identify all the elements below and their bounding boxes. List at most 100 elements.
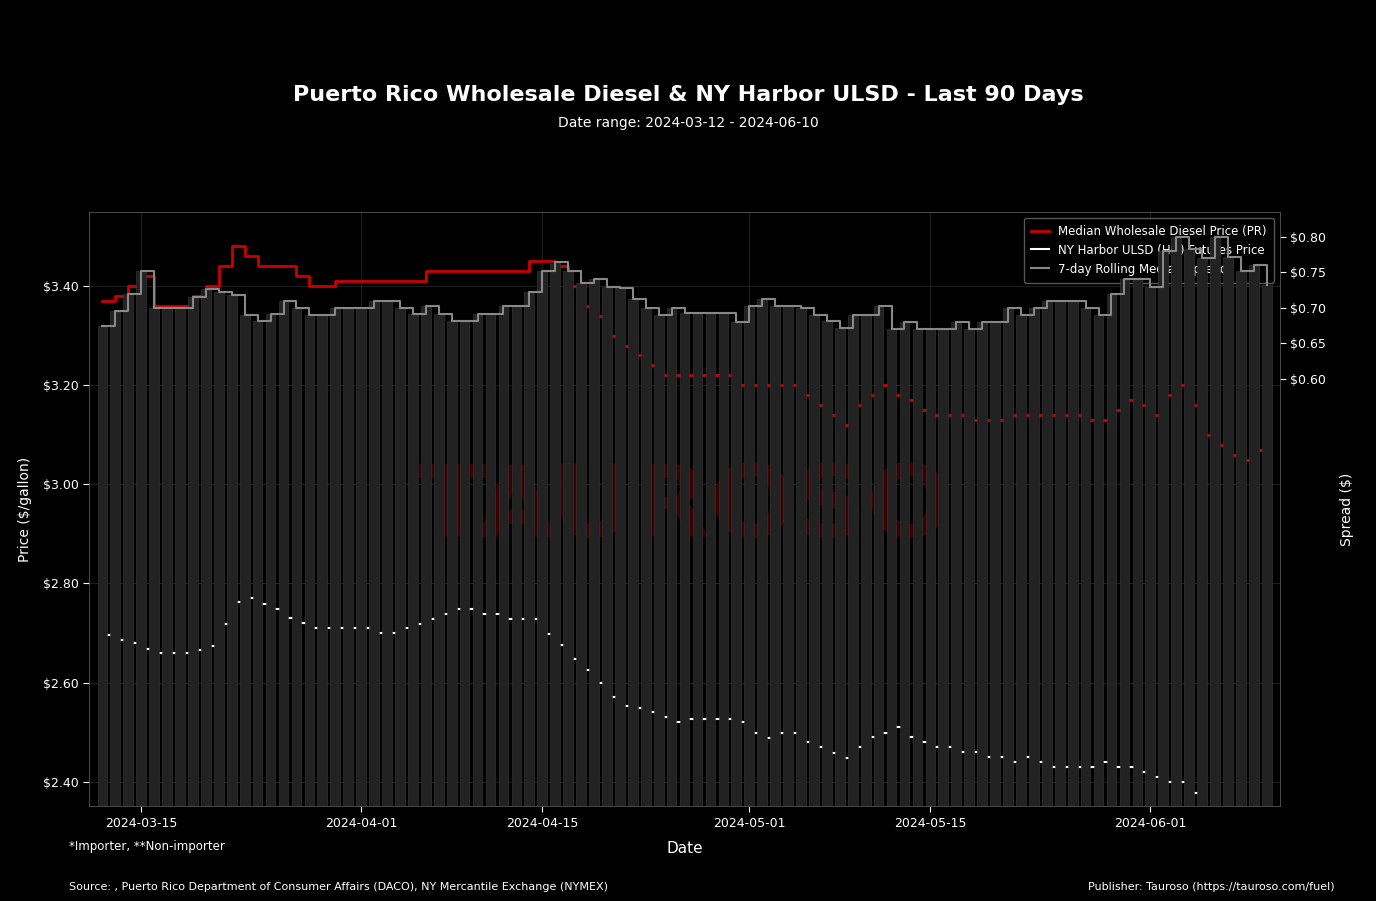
Bar — [835, 328, 845, 806]
Bar — [732, 323, 742, 806]
Bar — [189, 297, 198, 806]
Bar — [1223, 257, 1233, 806]
Bar — [486, 314, 495, 806]
Bar — [706, 313, 716, 806]
Bar — [783, 306, 793, 806]
Bar — [615, 288, 625, 806]
Bar — [330, 308, 340, 806]
Text: TAUROSO: TAUROSO — [417, 460, 952, 558]
Y-axis label: Price ($/gallon): Price ($/gallon) — [18, 457, 32, 561]
Bar — [1197, 258, 1207, 806]
Bar — [718, 313, 728, 806]
Bar — [1094, 315, 1104, 806]
Bar — [149, 308, 160, 806]
Bar — [874, 306, 883, 806]
Bar — [460, 321, 469, 806]
Bar — [1015, 315, 1025, 806]
Bar — [1029, 308, 1039, 806]
Bar — [1106, 294, 1116, 806]
Bar — [821, 321, 831, 806]
Bar — [344, 308, 354, 806]
Bar — [965, 329, 974, 806]
Bar — [409, 314, 418, 806]
Bar — [1249, 265, 1259, 806]
Bar — [1003, 308, 1013, 806]
Bar — [1210, 237, 1221, 806]
Bar — [1132, 279, 1142, 806]
Bar — [809, 315, 819, 806]
Bar — [912, 329, 922, 806]
Bar — [538, 271, 548, 806]
Bar — [369, 301, 378, 806]
Y-axis label: Spread ($): Spread ($) — [1340, 472, 1354, 546]
Bar — [1080, 308, 1090, 806]
Bar — [383, 301, 392, 806]
Bar — [395, 308, 405, 806]
Bar — [356, 308, 366, 806]
Bar — [797, 308, 806, 806]
Bar — [627, 299, 637, 806]
Bar — [667, 308, 677, 806]
Bar — [861, 315, 871, 806]
Bar — [1145, 287, 1156, 806]
Bar — [757, 299, 766, 806]
Bar — [951, 323, 960, 806]
Bar — [886, 329, 896, 806]
Bar — [603, 287, 612, 806]
Text: Source: , Puerto Rico Department of Consumer Affairs (DACO), NY Mercantile Excha: Source: , Puerto Rico Department of Cons… — [69, 882, 608, 893]
Bar — [498, 306, 508, 806]
Bar — [900, 323, 910, 806]
Bar — [589, 279, 599, 806]
Bar — [1055, 301, 1065, 806]
Bar — [563, 271, 572, 806]
Bar — [98, 325, 107, 806]
Text: Publisher: Tauroso (https://tauroso.com/fuel): Publisher: Tauroso (https://tauroso.com/… — [1088, 882, 1335, 893]
Bar — [577, 283, 586, 806]
Bar — [977, 323, 987, 806]
Bar — [512, 306, 522, 806]
Bar — [1120, 279, 1130, 806]
Bar — [692, 313, 702, 806]
Bar — [641, 308, 651, 806]
Bar — [926, 329, 936, 806]
Bar — [1236, 271, 1245, 806]
Bar — [253, 322, 263, 806]
Bar — [239, 315, 249, 806]
X-axis label: Date: Date — [666, 841, 703, 856]
Bar — [201, 288, 211, 806]
Bar — [1185, 250, 1194, 806]
Bar — [266, 314, 275, 806]
Bar — [292, 308, 301, 806]
Bar — [433, 314, 443, 806]
Bar — [1262, 285, 1271, 806]
Bar — [110, 312, 120, 806]
Bar — [1171, 237, 1181, 806]
Bar — [550, 261, 560, 806]
Bar — [304, 315, 314, 806]
Text: Puerto Rico Wholesale Diesel & NY Harbor ULSD - Last 90 Days: Puerto Rico Wholesale Diesel & NY Harbor… — [293, 85, 1083, 105]
Bar — [848, 315, 857, 806]
Bar — [991, 323, 1000, 806]
Bar — [1068, 301, 1077, 806]
Bar — [124, 294, 133, 806]
Legend: Median Wholesale Diesel Price (PR), NY Harbor ULSD (HO) Futures Price, 7-day Rol: Median Wholesale Diesel Price (PR), NY H… — [1024, 218, 1274, 283]
Text: Date range: 2024-03-12 - 2024-06-10: Date range: 2024-03-12 - 2024-06-10 — [557, 116, 819, 131]
Bar — [447, 321, 457, 806]
Bar — [1042, 301, 1051, 806]
Bar — [162, 308, 172, 806]
Bar — [1159, 250, 1168, 806]
Bar — [318, 315, 327, 806]
Bar — [473, 314, 483, 806]
Bar — [213, 292, 224, 806]
Bar — [279, 301, 289, 806]
Bar — [524, 292, 534, 806]
Bar — [136, 271, 146, 806]
Bar — [227, 295, 237, 806]
Bar — [421, 306, 431, 806]
Bar — [680, 313, 689, 806]
Bar — [771, 306, 780, 806]
Bar — [744, 306, 754, 806]
Text: *Importer, **Non-importer: *Importer, **Non-importer — [69, 841, 224, 853]
Bar — [654, 315, 663, 806]
Bar — [175, 308, 184, 806]
